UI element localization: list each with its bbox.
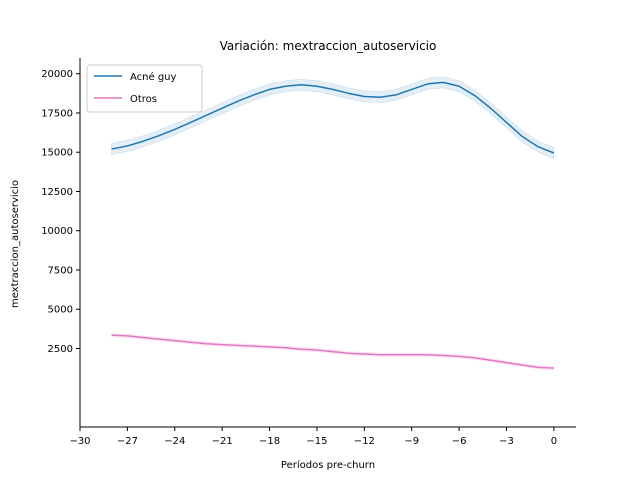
x-tick-label: −18 xyxy=(259,436,280,447)
x-tick-label: −21 xyxy=(212,436,233,447)
y-tick-label: 12500 xyxy=(41,187,73,198)
chart-title: Variación: mextraccion_autoservicio xyxy=(220,39,437,53)
y-tick-label: 17500 xyxy=(41,108,73,119)
confidence-bands xyxy=(111,76,555,371)
x-tick-label: −6 xyxy=(452,436,467,447)
legend: Acné guy Otros xyxy=(86,64,203,113)
x-axis-label: Períodos pre-churn xyxy=(281,459,375,471)
y-tick-label: 10000 xyxy=(41,226,73,237)
series-line-0 xyxy=(111,81,555,154)
y-tick-label: 20000 xyxy=(41,69,73,80)
legend-label: Otros xyxy=(130,94,157,105)
series-line-1 xyxy=(111,334,554,369)
x-tick-label: −24 xyxy=(164,436,185,447)
x-tick-label: 0 xyxy=(551,436,557,447)
legend-label: Acné guy xyxy=(130,71,177,83)
y-tick-label: 15000 xyxy=(41,148,73,159)
x-ticks: −30 −27 −24 −21 −18 −15 −12 −9 −6 −3 0 xyxy=(69,427,557,447)
x-tick-label: −9 xyxy=(404,436,419,447)
plot-area xyxy=(111,76,555,371)
y-tick-label: 5000 xyxy=(48,305,73,316)
y-tick-label: 7500 xyxy=(48,265,73,276)
x-tick-label: −12 xyxy=(354,436,375,447)
y-tick-label: 2500 xyxy=(48,344,73,355)
y-axis-label: mextraccion_autoservicio xyxy=(10,180,21,308)
series-lines xyxy=(111,81,555,369)
x-tick-label: −15 xyxy=(306,436,327,447)
y-ticks: 2500 5000 7500 10000 12500 15000 17500 20000 xyxy=(41,69,80,355)
x-tick-label: −27 xyxy=(117,436,138,447)
x-tick-label: −3 xyxy=(499,436,514,447)
x-tick-label: −30 xyxy=(69,436,90,447)
